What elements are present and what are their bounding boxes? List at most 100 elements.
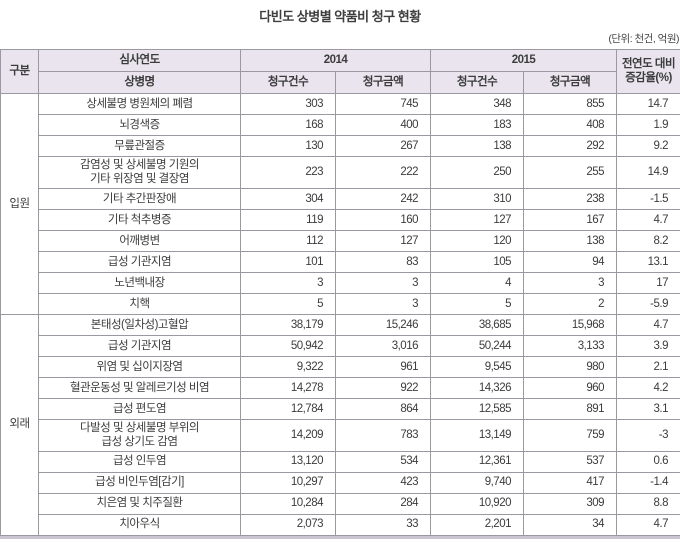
claim-count-2014-cell: 10,284 [240, 492, 336, 515]
claim-count-2014-cell: 3 [240, 271, 336, 294]
yoy-cell: 13.1 [616, 250, 680, 273]
claim-count-2015-cell: 127 [430, 208, 524, 231]
yoy-cell: 9.2 [616, 135, 680, 157]
disease-name-cell: 본태성(일차성)고혈압 [38, 313, 241, 336]
claim-count-2015-cell: 348 [430, 93, 524, 115]
claim-count-2014-cell: 14,278 [240, 376, 336, 399]
claim-amount-2015-cell: 138 [523, 229, 617, 252]
claim-amount-2014-cell: 267 [335, 135, 431, 157]
claim-amount-2014-cell: 745 [335, 93, 431, 115]
claim-amount-2014-cell: 961 [335, 355, 431, 378]
table-row: 급성 기관지염 50,942 3,016 50,244 3,133 3.9 [1, 334, 680, 357]
header-row-2: 상병명 청구건수 청구금액 청구건수 청구금액 [1, 71, 680, 94]
claim-amount-2014-cell: 33 [335, 513, 431, 536]
table-row: 치아우식 2,073 33 2,201 34 4.7 [1, 513, 680, 536]
header-row-1: 구분 심사연도 2014 2015 전연도 대비 증감율(%) [0, 49, 680, 94]
yoy-cell: -1.5 [616, 187, 680, 210]
disease-name-cell: 기타 추간판장애 [38, 187, 241, 210]
claim-amount-2014-cell: 3 [335, 271, 431, 294]
section-label: 외래 [0, 313, 39, 536]
claim-amount-2014-cell: 3 [335, 292, 431, 315]
yoy-cell: 0.6 [616, 450, 680, 473]
disease-name-cell: 어깨병변 [38, 229, 241, 252]
claim-count-2015-cell: 10,920 [430, 492, 524, 515]
header-claim-count-2014: 청구건수 [240, 71, 336, 94]
table-body: 입원 상세불명 병원체의 폐렴 303 745 348 855 14.7 뇌경색증 168 400… [0, 93, 680, 536]
yoy-cell: 4.7 [616, 313, 680, 336]
header-gubun: 구분 [0, 49, 39, 94]
yoy-cell: 2.1 [616, 355, 680, 378]
yoy-cell: 1.9 [616, 114, 680, 136]
claim-count-2015-cell: 183 [430, 114, 524, 136]
claim-amount-2015-cell: 2 [523, 292, 617, 315]
header-yoy-line2: 증감율(%) [625, 71, 672, 84]
claim-count-2014-cell: 2,073 [240, 513, 336, 536]
claim-amount-2014-cell: 922 [335, 376, 431, 399]
claim-amount-2014-cell: 400 [335, 114, 431, 136]
claim-count-2014-cell: 10,297 [240, 471, 336, 494]
disease-name-cell: 혈관운동성 및 알레르기성 비염 [38, 376, 241, 399]
table-row: 기타 척추병증 119 160 127 167 4.7 [1, 208, 680, 231]
table-row: 입원 상세불명 병원체의 폐렴 303 745 348 855 14.7 [0, 93, 680, 315]
claim-amount-2015-cell: 408 [523, 114, 617, 136]
disease-name-cell: 상세불명 병원체의 폐렴 [38, 93, 241, 115]
table-row: 무릎관절증 130 267 138 292 9.2 [1, 135, 680, 157]
claim-count-2014-cell: 14,209 [240, 418, 336, 452]
claim-amount-2014-cell: 864 [335, 397, 431, 420]
disease-name-cell: 다발성 및 상세불명 부위의 급성 상기도 감염 [38, 418, 241, 452]
yoy-cell: 4.7 [616, 513, 680, 536]
claim-count-2014-cell: 119 [240, 208, 336, 231]
claim-count-2015-cell: 14,326 [430, 376, 524, 399]
claim-amount-2014-cell: 160 [335, 208, 431, 231]
table-row: 감염성 및 상세불명 기원의 기타 위장염 및 결장염 223 222 250 255 1… [1, 156, 680, 189]
disease-name-cell: 무릎관절증 [38, 135, 241, 157]
disease-name-cell: 감염성 및 상세불명 기원의 기타 위장염 및 결장염 [38, 156, 241, 189]
yoy-cell: -1.4 [616, 471, 680, 494]
claim-count-2014-cell: 168 [240, 114, 336, 136]
table-row: 치은염 및 치주질환 10,284 284 10,920 309 8.8 [1, 492, 680, 515]
header-yoy: 전연도 대비 증감율(%) [616, 49, 680, 94]
claim-amount-2015-cell: 537 [523, 450, 617, 473]
claim-amount-2014-cell: 3,016 [335, 334, 431, 357]
claim-amount-2015-cell: 309 [523, 492, 617, 515]
disease-name-cell: 노년백내장 [38, 271, 241, 294]
claim-amount-2014-cell: 15,246 [335, 313, 431, 336]
claim-count-2015-cell: 50,244 [430, 334, 524, 357]
section-label: 입원 [0, 93, 39, 315]
claim-amount-2015-cell: 3 [523, 271, 617, 294]
claim-amount-2015-cell: 759 [523, 418, 617, 452]
claim-count-2014-cell: 13,120 [240, 450, 336, 473]
claim-count-2015-cell: 9,740 [430, 471, 524, 494]
claim-amount-2015-cell: 34 [523, 513, 617, 536]
claim-count-2015-cell: 13,149 [430, 418, 524, 452]
claim-count-2014-cell: 130 [240, 135, 336, 157]
table-row: 다발성 및 상세불명 부위의 급성 상기도 감염 14,209 783 13,149 7… [1, 418, 680, 452]
claim-amount-2015-cell: 417 [523, 471, 617, 494]
page-title: 다빈도 상병별 약품비 청구 현황 [259, 9, 421, 24]
claim-count-2014-cell: 50,942 [240, 334, 336, 357]
table-row: 혈관운동성 및 알레르기성 비염 14,278 922 14,326 960 4.2 [1, 376, 680, 399]
table-row: 뇌경색증 168 400 183 408 1.9 [1, 114, 680, 136]
claim-amount-2015-cell: 238 [523, 187, 617, 210]
table-row: 어깨병변 112 127 120 138 8.2 [1, 229, 680, 252]
claim-amount-2015-cell: 292 [523, 135, 617, 157]
claim-count-2014-cell: 9,322 [240, 355, 336, 378]
header-disease-name: 상병명 [38, 71, 241, 94]
claim-count-2014-cell: 112 [240, 229, 336, 252]
claim-count-2014-cell: 38,179 [240, 313, 336, 336]
claim-count-2015-cell: 138 [430, 135, 524, 157]
claim-amount-2015-cell: 960 [523, 376, 617, 399]
header-review-year: 심사연도 [38, 49, 241, 72]
claim-count-2015-cell: 38,685 [430, 313, 524, 336]
yoy-cell: 17 [616, 271, 680, 294]
table-row: 급성 편도염 12,784 864 12,585 891 3.1 [1, 397, 680, 420]
claim-count-2015-cell: 12,585 [430, 397, 524, 420]
claims-table: 구분 심사연도 2014 2015 전연도 대비 증감율(%) 상병명 청구건수 … [0, 49, 680, 536]
table-row: 외래 본태성(일차성)고혈압 38,179 15,246 38,685 15,968 4.7 [0, 313, 680, 536]
claims-table-wrap: 구분 심사연도 2014 2015 전연도 대비 증감율(%) 상병명 청구건수 … [0, 49, 680, 539]
claim-count-2015-cell: 9,545 [430, 355, 524, 378]
claim-count-2015-cell: 5 [430, 292, 524, 315]
table-row: 치핵 5 3 5 2 -5.9 [1, 292, 680, 315]
disease-name-cell: 치아우식 [38, 513, 241, 536]
table-row: 급성 인두염 13,120 534 12,361 537 0.6 [1, 450, 680, 473]
